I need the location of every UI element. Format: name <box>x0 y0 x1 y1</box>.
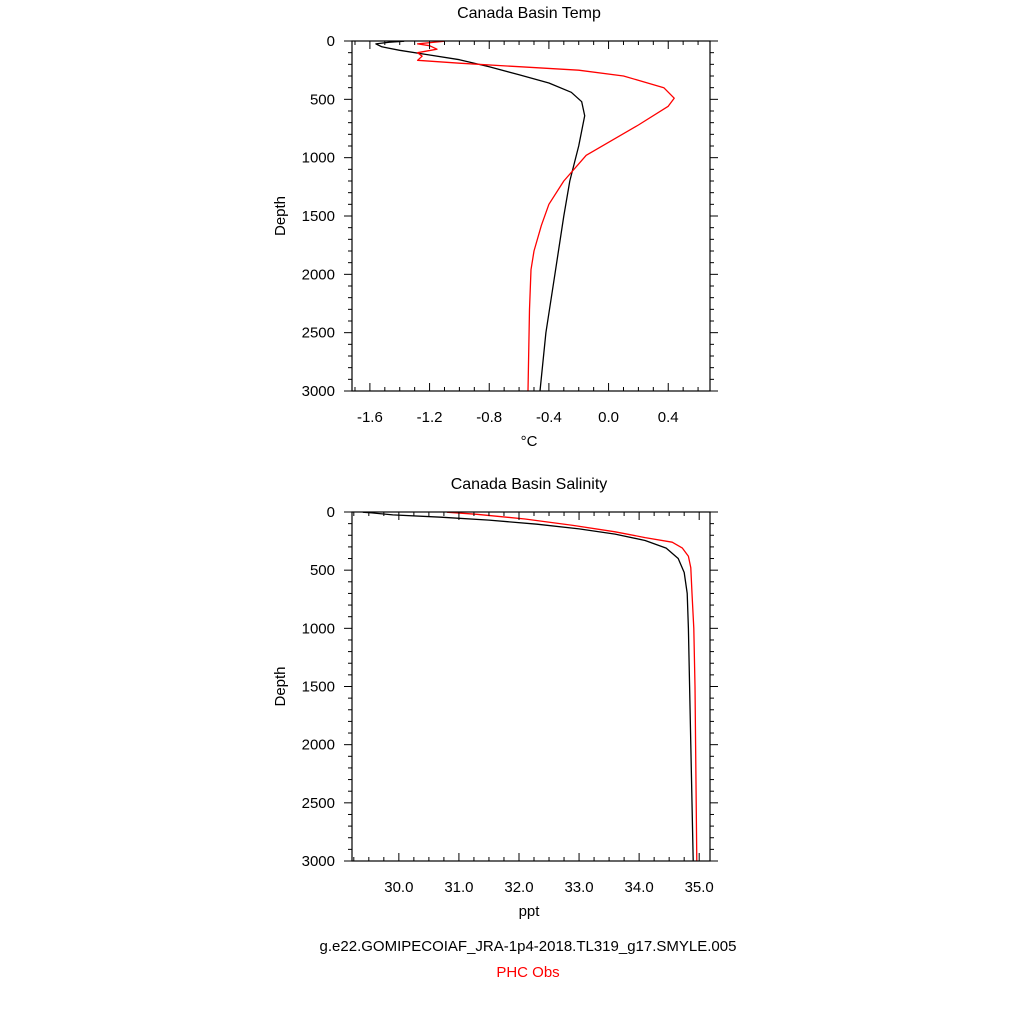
salinity-y-tick-label: 1500 <box>302 679 335 696</box>
temp-series-obs-line <box>416 40 675 392</box>
temp-x-tick-label: -1.6 <box>357 409 383 426</box>
temperature-panel: -1.6 -1.2 -0.8 -0.4 0.0 0.4 0 500 1000 1500 2000 25… <box>272 5 718 450</box>
salinity-x-tick-label: 35.0 <box>685 879 714 896</box>
temp-x-tick-label: -1.2 <box>417 409 443 426</box>
temp-series-model-line <box>375 40 586 392</box>
temp-y-tick-label: 3000 <box>302 383 335 400</box>
salinity-x-tick-label: 32.0 <box>504 879 533 896</box>
temp-x-axis-label: °C <box>521 433 538 450</box>
temp-y-tick-label: 0 <box>327 33 335 50</box>
temp-x-tick-label: -0.4 <box>536 409 562 426</box>
salinity-y-axis-label: Depth <box>272 666 289 706</box>
temp-chart-title: Canada Basin Temp <box>457 5 601 22</box>
salinity-y-tick-label: 0 <box>327 504 335 521</box>
salinity-x-tick-label: 31.0 <box>444 879 473 896</box>
salinity-y-tick-label: 1000 <box>302 620 335 637</box>
salinity-y-tick-label: 500 <box>310 562 335 579</box>
temp-x-tick-label: -0.8 <box>476 409 502 426</box>
salinity-x-tick-label: 33.0 <box>564 879 593 896</box>
temp-y-tick-label: 1000 <box>302 150 335 167</box>
temp-y-axis-label: Depth <box>272 196 289 236</box>
temp-x-tick-label: 0.4 <box>658 409 679 426</box>
salinity-series-obs-line <box>446 511 698 862</box>
salinity-y-tick-label: 2500 <box>302 795 335 812</box>
temp-y-tick-label: 1500 <box>302 208 335 225</box>
salinity-y-tick-label: 2000 <box>302 737 335 754</box>
salinity-x-tick-label: 34.0 <box>625 879 654 896</box>
salinity-x-axis-label: ppt <box>519 903 541 920</box>
salinity-y-tick-label: 3000 <box>302 853 335 870</box>
temp-y-tick-label: 2000 <box>302 266 335 283</box>
temp-y-tick-label: 2500 <box>302 325 335 342</box>
legend-obs-label: PHC Obs <box>496 964 559 981</box>
temp-y-tick-label: 500 <box>310 91 335 108</box>
salinity-plot-frame <box>351 511 711 862</box>
salinity-x-tick-label: 30.0 <box>384 879 413 896</box>
temp-plot-frame <box>351 40 711 392</box>
salinity-panel: 30.0 31.0 32.0 33.0 34.0 35.0 0 500 1000 1500 2000… <box>272 476 718 920</box>
salinity-series-model-line <box>362 511 694 862</box>
temp-x-tick-label: 0.0 <box>598 409 619 426</box>
salinity-chart-title: Canada Basin Salinity <box>451 476 608 493</box>
legend-model-label: g.e22.GOMIPECOIAF_JRA-1p4-2018.TL319_g17… <box>320 938 737 955</box>
